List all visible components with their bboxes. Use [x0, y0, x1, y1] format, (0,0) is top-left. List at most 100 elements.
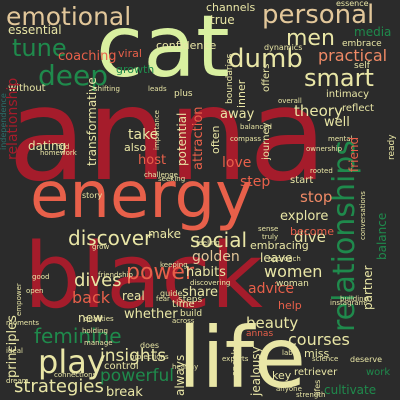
word-insights: insights — [100, 346, 167, 366]
word-ready: ready — [387, 134, 397, 160]
word-woman: woman — [276, 279, 309, 289]
word-share: share — [182, 285, 219, 300]
word-discovering: discovering — [190, 279, 231, 287]
word-make: make — [148, 227, 181, 241]
word-journey: journey — [261, 122, 272, 160]
word-take: take — [128, 127, 159, 143]
word-real: real — [122, 289, 145, 303]
word-energy: energy — [30, 159, 253, 233]
word-reflect: reflect — [342, 103, 374, 114]
word-label: label — [282, 349, 299, 357]
word-new: new — [78, 311, 103, 325]
word-always: always — [173, 354, 187, 396]
word-potential: potential — [175, 112, 189, 166]
word-emotional: emotional — [6, 2, 132, 31]
word-overall: overall — [278, 97, 302, 105]
word-independence: independence — [0, 93, 8, 150]
word-homework: homework — [40, 149, 77, 157]
word-break: break — [106, 385, 143, 400]
word-deserve: deserve — [350, 355, 383, 364]
word-ownership: ownership — [306, 145, 343, 153]
word-experts: experts — [222, 355, 249, 363]
word-healthy: healthy — [172, 363, 199, 371]
word-golden: golden — [192, 249, 240, 265]
word-shifting: shifting — [94, 85, 120, 93]
word-qualities: qualities — [84, 315, 114, 323]
word-without: without — [8, 83, 46, 94]
word-keeping: keeping — [160, 261, 188, 269]
word-balanced: balanced — [240, 123, 273, 131]
word-cat: cat — [96, 0, 230, 97]
word-moments: moments — [6, 319, 40, 327]
word-theory: theory — [294, 102, 343, 120]
word-black: black — [24, 224, 263, 329]
word-dating: dating — [28, 139, 67, 153]
word-discover: discover — [68, 226, 153, 250]
word-anna: anna — [8, 61, 328, 210]
word-grow: grow — [92, 243, 110, 251]
word-intimacy: intimacy — [326, 89, 370, 100]
word-story: story — [82, 191, 103, 200]
word-rooted: rooted — [310, 167, 333, 175]
word-attraction: attraction — [191, 106, 206, 170]
word-fear: fear — [156, 295, 170, 303]
word-compass: compass — [230, 135, 261, 143]
word-strategies: strategies — [14, 376, 104, 397]
word-empower: empower — [15, 283, 23, 316]
word-miss: miss — [304, 347, 330, 360]
word-challenge: challenge — [144, 171, 178, 179]
word-plus: plus — [174, 89, 193, 99]
word-women: women — [264, 262, 323, 281]
word-personal: personal — [262, 0, 375, 30]
word-leave: leave — [260, 251, 293, 265]
word-dives: dives — [74, 270, 122, 291]
word-does: does — [140, 341, 160, 350]
word-life: life — [178, 309, 306, 400]
word-play: play — [38, 343, 106, 381]
word-across: across — [172, 317, 195, 325]
word-dream: dream — [6, 377, 29, 385]
word-deep: deep — [38, 59, 108, 92]
word-truly: truly — [262, 233, 279, 241]
word-dive: dive — [294, 228, 326, 246]
word-become: become — [290, 225, 335, 238]
word-love: love — [222, 155, 252, 171]
word-essence: essence — [336, 0, 369, 8]
word-control: control — [104, 361, 139, 372]
word-approach: approach — [268, 255, 301, 263]
word-ideal: ideal — [6, 347, 23, 355]
word-courses: courses — [288, 330, 350, 349]
word-guide: guide — [160, 289, 183, 298]
word-time: time — [172, 299, 195, 310]
word-annas: annas — [246, 329, 274, 339]
word-key: key — [272, 369, 292, 382]
word-media: media — [354, 25, 392, 39]
word-conversations: conversations — [359, 191, 367, 240]
word-building: building — [340, 295, 369, 303]
word-social: social — [190, 228, 248, 252]
word-jealousy: jealousy — [249, 346, 263, 396]
word-often: often — [209, 125, 222, 154]
word-true: true — [210, 13, 235, 27]
word-manage: manage — [84, 339, 113, 347]
word-explore: explore — [280, 209, 329, 224]
word-good: good — [32, 273, 50, 281]
word-find: find — [56, 143, 70, 151]
word-also: also — [124, 141, 147, 154]
word-chart: chart — [264, 359, 283, 367]
word-leads: leads — [148, 85, 167, 93]
word-self: self — [354, 61, 370, 71]
word-relationship: relationship — [5, 77, 21, 160]
word-partner: partner — [361, 265, 375, 310]
word-feeling: feeling — [196, 239, 220, 247]
word-coaching: coaching — [58, 49, 117, 64]
word-beauty: beauty — [246, 314, 299, 332]
word-connections: connections — [54, 371, 97, 379]
word-instagram: instagram — [330, 299, 366, 307]
word-work: work — [366, 367, 391, 378]
word-strength: strength — [296, 391, 326, 399]
word-growth: growth — [116, 63, 155, 76]
word-retriever: retriever — [294, 367, 338, 378]
word-offers: offers — [261, 63, 272, 92]
word-build: build — [180, 309, 203, 319]
